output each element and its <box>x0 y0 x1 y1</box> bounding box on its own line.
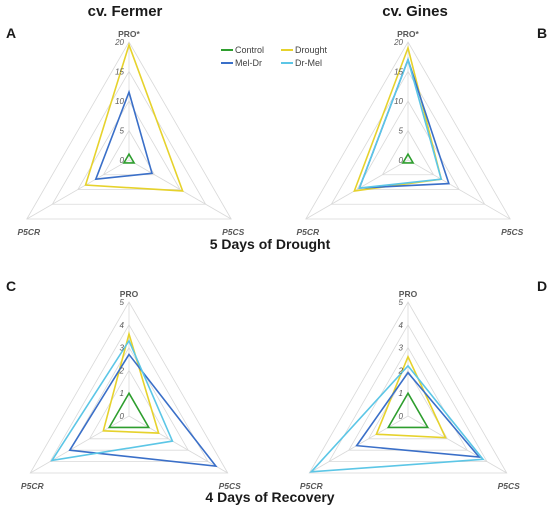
legend-label: Mel-Dr <box>235 58 262 68</box>
axis-name-right: P5CS <box>222 227 245 237</box>
grid-ring <box>49 323 209 463</box>
radar-panels: A05101520PRO*P5CSP5CRB05101520PRO*P5CSP5… <box>6 25 547 491</box>
series-drought-polygon <box>84 42 184 192</box>
tick-label: 5 <box>120 127 125 136</box>
grid-ring <box>26 41 232 220</box>
axis-spoke <box>407 415 507 474</box>
legend-label: Dr-Mel <box>295 58 322 68</box>
legend-item-mel-dr: Mel-Dr <box>221 58 262 68</box>
tick-label: 0 <box>399 156 404 165</box>
grid-ring <box>305 41 511 220</box>
axis-name-right: P5CS <box>501 227 524 237</box>
tick-label: 0 <box>120 412 125 421</box>
tick-label: 5 <box>399 127 404 136</box>
tick-label: 3 <box>399 344 404 353</box>
axis-name-top: PRO* <box>397 29 419 39</box>
tick-label: 0 <box>399 412 404 421</box>
legend-label: Control <box>235 45 264 55</box>
grid-ring <box>51 70 207 205</box>
axis-name-top: PRO <box>399 289 418 299</box>
tick-label: 4 <box>399 321 404 330</box>
tick-label: 1 <box>399 389 403 398</box>
series-dr-mel-polygon <box>50 339 174 462</box>
axis-spoke <box>26 159 130 220</box>
panel-letter: D <box>537 278 547 294</box>
axis-name-left: P5CR <box>21 481 45 491</box>
axis-name-left: P5CR <box>296 227 320 237</box>
row-title-drought: 5 Days of Drought <box>210 236 331 252</box>
axis-spoke <box>407 159 511 220</box>
tick-label: 5 <box>399 298 404 307</box>
panel-letter: B <box>537 25 547 41</box>
axis-name-left: P5CR <box>300 481 324 491</box>
grid-ring <box>102 129 156 176</box>
series-dr-mel-polygon <box>358 57 443 189</box>
tick-label: 3 <box>120 344 125 353</box>
tick-label: 2 <box>119 366 125 375</box>
legend-item-drought: Drought <box>281 45 328 55</box>
grid-ring <box>381 129 435 176</box>
tick-label: 20 <box>114 38 124 47</box>
legend: Control Drought Mel-Dr Dr-Mel <box>221 45 328 68</box>
column-title-fermer: cv. Fermer <box>88 3 163 20</box>
tick-label: 5 <box>120 298 125 307</box>
axis-spoke <box>305 159 409 220</box>
axis-name-right: P5CS <box>498 481 521 491</box>
axis-name-top: PRO* <box>118 29 140 39</box>
tick-label: 15 <box>394 68 403 77</box>
series-control-polygon <box>107 391 151 429</box>
grid-ring <box>328 323 488 463</box>
column-title-gines: cv. Gines <box>382 3 448 20</box>
series-control-polygon <box>401 152 415 164</box>
tick-label: 15 <box>115 68 124 77</box>
tick-label: 20 <box>393 38 403 47</box>
series-mel-dr-polygon <box>68 353 218 468</box>
series-mel-dr-polygon <box>355 371 481 459</box>
grid-ring <box>356 100 460 190</box>
series-mel-dr-polygon <box>94 89 154 181</box>
series-dr-mel-polygon <box>309 364 485 473</box>
series-mel-dr-polygon <box>358 57 450 189</box>
grid-ring <box>77 100 181 190</box>
tick-label: 0 <box>120 156 125 165</box>
series-control-polygon <box>386 391 430 429</box>
axis-name-top: PRO <box>120 289 139 299</box>
axis-spoke <box>309 415 409 474</box>
tick-label: 2 <box>398 366 404 375</box>
panel-letter: C <box>6 278 16 294</box>
tick-label: 4 <box>120 321 125 330</box>
axis-spoke <box>128 159 232 220</box>
legend-label: Drought <box>295 45 328 55</box>
row-title-recovery: 4 Days of Recovery <box>205 489 334 505</box>
grid-ring <box>88 369 170 440</box>
tick-label: 1 <box>120 389 124 398</box>
tick-label: 10 <box>115 97 124 106</box>
tick-label: 10 <box>394 97 403 106</box>
axis-spoke <box>128 415 228 474</box>
grid-ring <box>308 301 508 474</box>
grid-ring <box>330 70 486 205</box>
series-control-polygon <box>122 152 136 164</box>
legend-item-control: Control <box>221 45 264 55</box>
axis-spoke <box>30 415 130 474</box>
panel-letter: A <box>6 25 16 41</box>
axis-name-right: P5CS <box>219 481 242 491</box>
grid-ring <box>29 301 229 474</box>
series-drought-polygon <box>353 45 443 192</box>
grid-ring <box>69 346 189 451</box>
series-drought-polygon <box>102 330 160 434</box>
legend-item-dr-mel: Dr-Mel <box>281 58 322 68</box>
axis-name-left: P5CR <box>17 227 41 237</box>
